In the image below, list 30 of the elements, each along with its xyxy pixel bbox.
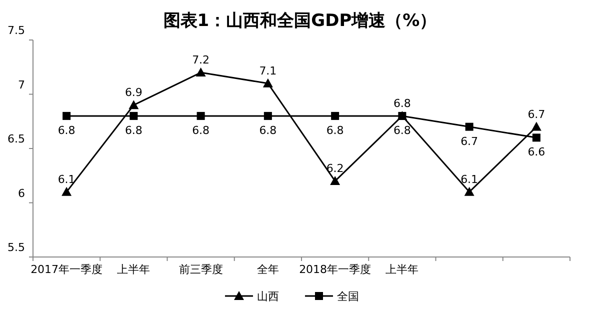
y-tick-label: 5.5 <box>8 241 25 254</box>
data-label: 6.8 <box>326 124 344 137</box>
data-label: 6.8 <box>192 124 210 137</box>
y-tick-label: 6.5 <box>8 132 25 146</box>
data-label: 7.2 <box>192 54 210 67</box>
x-tick-label: 2018年一季度 <box>299 263 372 276</box>
data-label: 6.7 <box>460 134 478 148</box>
y-tick-label: 6 <box>18 186 25 200</box>
x-tick-label: 上半年 <box>117 263 150 276</box>
data-label: 6.9 <box>124 86 142 100</box>
data-label: 6.1 <box>460 172 478 186</box>
data-label: 6.8 <box>393 96 411 110</box>
data-label: 6.2 <box>326 162 344 176</box>
data-label: 6.8 <box>393 124 411 137</box>
y-tick-label: 7 <box>18 78 25 92</box>
data-label: 6.8 <box>259 124 277 137</box>
data-label: 6.7 <box>528 108 546 121</box>
data-label: 6.6 <box>528 146 546 159</box>
y-tick-label: 7.5 <box>8 24 25 37</box>
data-label: 6.1 <box>58 172 76 186</box>
x-tick-label: 全年 <box>256 263 279 276</box>
chart-title: 图表1：山西和全国GDP增速（%） <box>163 11 437 31</box>
data-label: 6.8 <box>124 124 142 137</box>
data-label: 6.8 <box>58 124 76 137</box>
legend-label: 山西 <box>257 290 279 303</box>
x-tick-label: 上半年 <box>386 263 419 276</box>
data-label: 7.1 <box>259 64 277 78</box>
legend-label: 全国 <box>337 290 359 303</box>
x-tick-label: 2017年一季度 <box>30 263 103 276</box>
x-tick-label: 前三季度 <box>178 263 223 276</box>
